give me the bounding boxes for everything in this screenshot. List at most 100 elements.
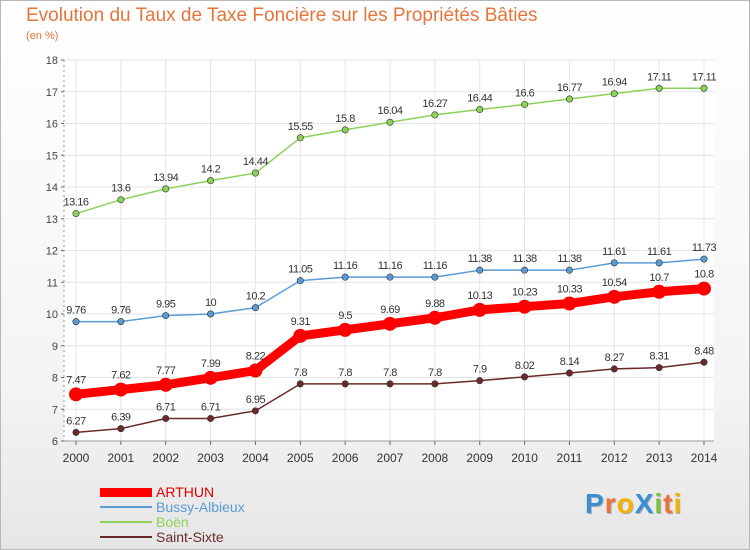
- data-point-bussy-albieux: [117, 318, 125, 326]
- y-tick-label: 8: [52, 373, 58, 385]
- data-label-bo-n: 14.2: [201, 164, 221, 176]
- data-label-bussy-albieux: 10: [205, 297, 217, 309]
- data-label-bo-n: 16.27: [422, 98, 447, 110]
- y-tick-label: 13: [46, 214, 58, 226]
- data-point-bo-n: [386, 118, 394, 126]
- y-tick-label: 15: [46, 150, 58, 162]
- data-point-bussy-albieux: [476, 266, 484, 274]
- legend-label: Boën: [156, 514, 189, 530]
- data-label-bussy-albieux: 11.38: [557, 253, 582, 265]
- y-tick-label: 9: [52, 341, 58, 353]
- data-point-saint-sixte: [72, 428, 80, 436]
- data-label-bo-n: 17.11: [647, 71, 672, 83]
- data-point-bussy-albieux: [700, 255, 708, 263]
- data-point-arthun: [383, 316, 397, 331]
- data-label-arthun: 9.69: [380, 304, 400, 316]
- unit-label: (en %): [26, 30, 59, 42]
- data-label-saint-sixte: 8.48: [694, 345, 714, 357]
- data-point-arthun: [293, 328, 308, 343]
- data-label-arthun: 10.7: [649, 272, 669, 284]
- data-label-arthun: 9.5: [338, 310, 352, 322]
- x-tick-label: 2001: [108, 451, 135, 465]
- legend-swatch: [100, 506, 152, 508]
- data-point-bussy-albieux: [655, 259, 663, 267]
- data-label-saint-sixte: 7.9: [473, 364, 487, 376]
- data-point-bo-n: [610, 90, 618, 98]
- brand-letter: X: [634, 488, 655, 519]
- data-label-saint-sixte: 6.39: [111, 412, 131, 424]
- data-label-bo-n: 15.55: [288, 121, 313, 133]
- x-tick-label: 2007: [377, 451, 404, 465]
- y-tick-label: 16: [46, 119, 58, 131]
- data-label-arthun: 10.13: [467, 290, 492, 302]
- data-label-arthun: 7.99: [201, 358, 221, 370]
- y-tick-label: 12: [46, 246, 58, 258]
- data-label-saint-sixte: 7.8: [383, 367, 397, 379]
- data-point-arthun: [697, 281, 711, 296]
- data-point-bussy-albieux: [341, 273, 349, 281]
- data-point-bo-n: [296, 134, 304, 142]
- data-label-saint-sixte: 6.71: [201, 401, 221, 413]
- legend-label: Bussy-Albieux: [156, 499, 245, 515]
- data-label-bussy-albieux: 11.61: [647, 246, 672, 258]
- data-point-bo-n: [431, 111, 439, 119]
- data-label-bo-n: 16.6: [515, 87, 535, 99]
- data-label-bussy-albieux: 9.95: [156, 299, 176, 311]
- legend-label: ARTHUN: [156, 484, 215, 500]
- brand-letter: i: [654, 488, 664, 519]
- data-label-bo-n: 13.16: [63, 197, 88, 209]
- data-point-saint-sixte: [476, 377, 484, 385]
- data-label-arthun: 10.54: [602, 277, 627, 289]
- data-label-bo-n: 13.6: [111, 183, 131, 195]
- legend-item-arthun: ARTHUN: [100, 484, 214, 500]
- data-point-bo-n: [700, 84, 708, 92]
- data-label-bo-n: 17.11: [692, 71, 717, 83]
- x-tick-label: 2010: [511, 451, 538, 465]
- x-tick-label: 2003: [197, 451, 224, 465]
- data-label-bussy-albieux: 11.16: [423, 260, 448, 272]
- brand-logo: ProXiti: [585, 488, 682, 520]
- data-label-saint-sixte: 8.27: [605, 352, 625, 364]
- data-point-saint-sixte: [655, 364, 663, 372]
- data-point-arthun: [562, 296, 577, 311]
- data-point-arthun: [69, 387, 83, 402]
- data-point-bussy-albieux: [72, 318, 80, 326]
- data-point-bussy-albieux: [521, 266, 529, 274]
- data-label-saint-sixte: 6.27: [66, 415, 86, 427]
- legend-swatch: [100, 487, 152, 497]
- y-tick-label: 10: [46, 309, 58, 321]
- data-point-arthun: [652, 284, 667, 299]
- data-point-bo-n: [521, 100, 529, 108]
- data-label-arthun: 9.31: [291, 316, 311, 328]
- data-label-arthun: 10.33: [557, 284, 582, 296]
- data-point-saint-sixte: [565, 369, 573, 377]
- data-point-saint-sixte: [431, 380, 439, 388]
- data-label-bo-n: 16.94: [602, 77, 627, 89]
- x-tick-label: 2013: [646, 451, 673, 465]
- data-label-saint-sixte: 7.8: [338, 367, 352, 379]
- data-label-arthun: 7.62: [111, 370, 131, 382]
- legend-swatch: [100, 521, 152, 523]
- data-label-bussy-albieux: 11.61: [602, 246, 627, 258]
- data-point-saint-sixte: [207, 414, 215, 422]
- data-point-bo-n: [251, 169, 259, 177]
- brand-letter: P: [585, 488, 605, 519]
- data-point-bussy-albieux: [431, 273, 439, 281]
- data-point-arthun: [113, 382, 128, 397]
- data-label-saint-sixte: 6.95: [246, 394, 266, 406]
- data-label-arthun: 7.77: [156, 365, 176, 377]
- y-tick-label: 18: [46, 55, 58, 67]
- data-label-bussy-albieux: 11.38: [468, 253, 493, 265]
- data-point-bussy-albieux: [296, 277, 304, 285]
- data-point-arthun: [427, 310, 442, 325]
- x-tick-label: 2012: [601, 451, 628, 465]
- data-point-saint-sixte: [521, 373, 529, 381]
- data-point-bussy-albieux: [386, 273, 394, 281]
- data-point-saint-sixte: [117, 425, 125, 433]
- data-label-arthun: 7.47: [66, 374, 86, 386]
- data-point-bo-n: [72, 210, 80, 218]
- brand-letter: r: [604, 488, 617, 519]
- data-point-arthun: [203, 370, 218, 385]
- data-label-bussy-albieux: 10.2: [246, 291, 266, 303]
